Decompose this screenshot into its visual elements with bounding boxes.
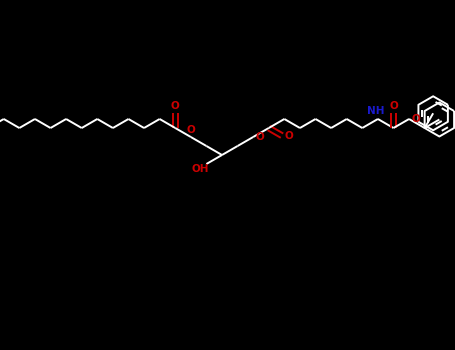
Text: O: O xyxy=(171,101,180,111)
Text: O: O xyxy=(256,132,264,142)
Text: O: O xyxy=(389,101,398,111)
Text: OH: OH xyxy=(192,164,209,174)
Text: NH: NH xyxy=(367,106,384,116)
Text: O: O xyxy=(187,125,195,135)
Text: O: O xyxy=(412,114,420,124)
Text: O: O xyxy=(285,131,293,141)
